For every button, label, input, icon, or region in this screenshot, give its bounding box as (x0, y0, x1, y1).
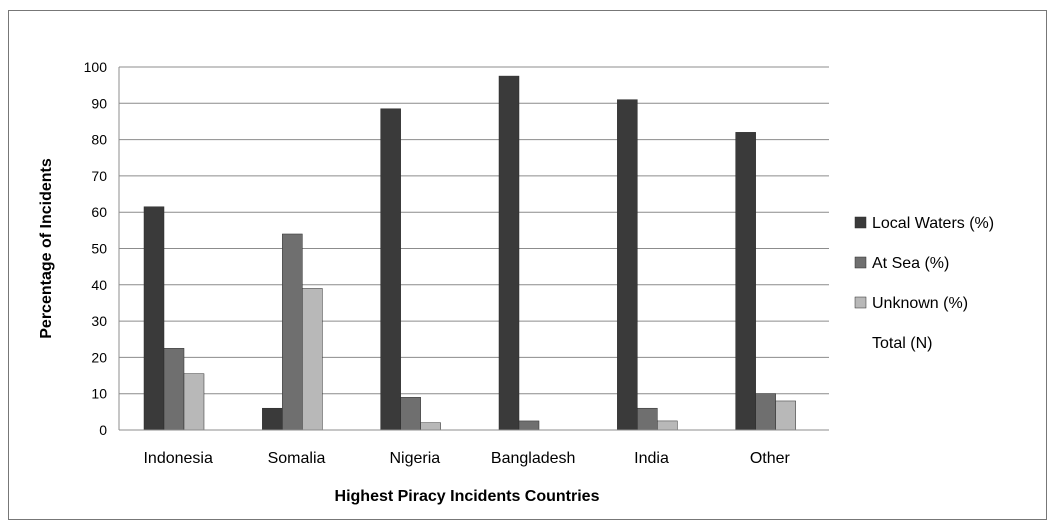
legend-swatch (855, 337, 866, 348)
legend: Local Waters (%) At Sea (%) Unknown (%) Tot… (854, 215, 994, 352)
x-axis-title: Highest Piracy Incidents Countries (335, 488, 600, 505)
bar (262, 407, 283, 431)
bar (380, 108, 401, 431)
legend-label: Total (N) (872, 335, 932, 352)
chart-frame: 0 10 20 30 40 50 60 70 80 90 100 Indonesia Somalia Ni… (8, 10, 1047, 520)
legend-label: At Sea (%) (872, 255, 949, 272)
y-tick-label: 0 (99, 422, 107, 438)
legend-swatch (854, 256, 867, 269)
bar-chart: 0 10 20 30 40 50 60 70 80 90 100 Indonesia Somalia Ni… (38, 59, 994, 505)
y-tick-label: 90 (91, 95, 107, 111)
bar (163, 348, 185, 431)
y-tick-label: 40 (91, 277, 107, 293)
bar (518, 420, 540, 431)
legend-label: Local Waters (%) (872, 215, 994, 232)
axes: 0 10 20 30 40 50 60 70 80 90 100 Indonesia Somalia Ni… (84, 59, 829, 467)
gridlines (119, 66, 829, 395)
bar (420, 422, 441, 431)
legend-swatch (854, 216, 867, 229)
bar (302, 288, 323, 431)
bar (143, 206, 165, 431)
bar (400, 397, 421, 431)
legend-label: Unknown (%) (872, 295, 968, 312)
bars (143, 75, 796, 431)
y-tick-label: 50 (91, 241, 107, 257)
y-tick-label: 10 (91, 386, 107, 402)
bar (617, 99, 638, 431)
y-tick-label: 20 (91, 349, 107, 365)
bar (657, 420, 678, 431)
x-tick-label: India (634, 450, 669, 467)
x-tick-label: Other (750, 450, 791, 467)
x-tick-label: Somalia (268, 450, 326, 467)
x-tick-label: Indonesia (143, 450, 212, 467)
bar (775, 400, 796, 431)
bar (498, 75, 520, 431)
x-tick-label: Nigeria (389, 450, 440, 467)
legend-swatch (854, 296, 867, 309)
y-axis-title: Percentage of Incidents (38, 158, 55, 339)
bar (282, 233, 303, 431)
bar (735, 132, 756, 431)
y-tick-label: 80 (91, 132, 107, 148)
bar (755, 393, 776, 431)
y-tick-label: 60 (91, 204, 107, 220)
bar (637, 407, 658, 431)
bar (183, 373, 205, 431)
y-tick-label: 100 (84, 59, 108, 75)
y-tick-label: 30 (91, 313, 107, 329)
x-tick-label: Bangladesh (491, 450, 576, 467)
y-tick-label: 70 (91, 168, 107, 184)
